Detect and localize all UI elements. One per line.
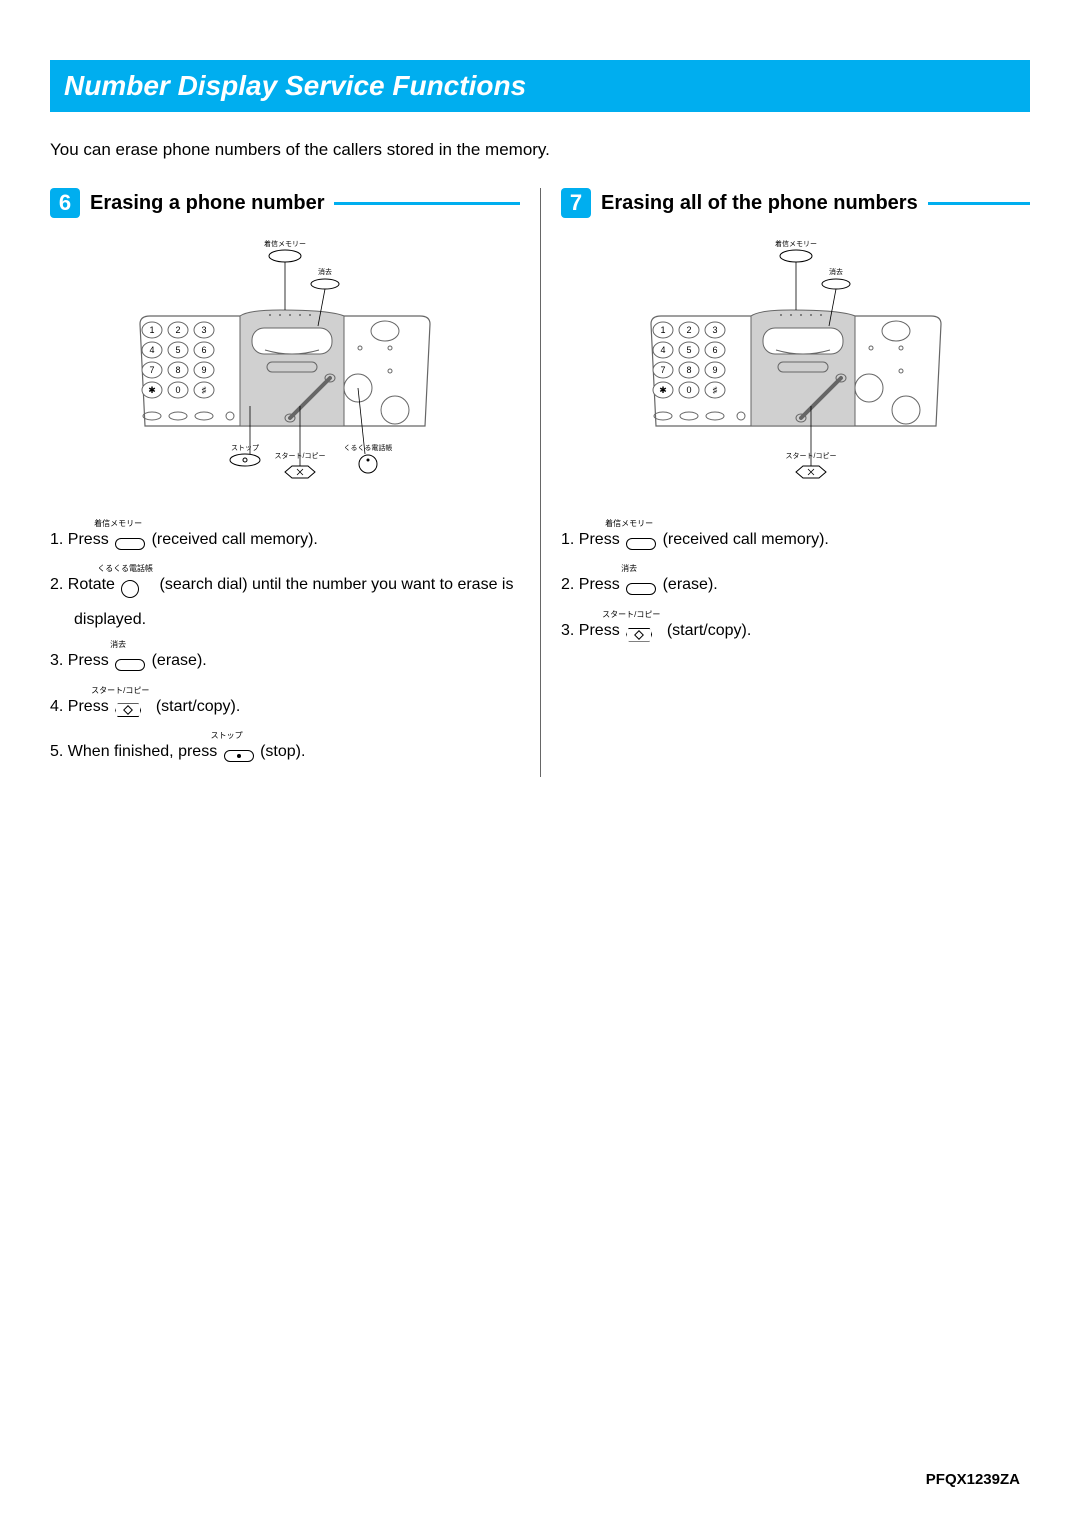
svg-text:4: 4: [149, 345, 154, 355]
svg-text:9: 9: [201, 365, 206, 375]
device-diagram: 1 2 3 4 5 6 7 8 9 ✱ 0 ♯ 着信メモリー消去スタート/コピー ストップ くるくる電話帳: [130, 236, 440, 496]
diagram-container: 1 2 3 4 5 6 7 8 9 ✱ 0 ♯ 着信メモリー消去スタート/コピー: [561, 236, 1030, 496]
svg-text:4: 4: [660, 345, 665, 355]
inline-button-icon: スタート/コピー: [115, 687, 149, 726]
svg-text:5: 5: [686, 345, 691, 355]
svg-text:ストップ: ストップ: [231, 444, 259, 452]
svg-text:♯: ♯: [712, 385, 717, 395]
inline-button-icon: ストップ: [224, 732, 254, 771]
svg-text:2: 2: [175, 325, 180, 335]
step-item: 1. Press 着信メモリー (received call memory).: [561, 520, 1030, 559]
svg-text:♯: ♯: [202, 385, 207, 395]
svg-text:3: 3: [201, 325, 206, 335]
svg-text:1: 1: [660, 325, 665, 335]
intro-text: You can erase phone numbers of the calle…: [50, 140, 1030, 160]
svg-text:2: 2: [686, 325, 691, 335]
device-diagram: 1 2 3 4 5 6 7 8 9 ✱ 0 ♯ 着信メモリー消去スタート/コピー: [641, 236, 951, 496]
step-item: 4. Press スタート/コピー (start/copy).: [50, 687, 520, 726]
svg-text:スタート/コピー: スタート/コピー: [275, 451, 326, 460]
svg-text:着信メモリー: 着信メモリー: [775, 239, 817, 248]
svg-text:消去: 消去: [829, 267, 843, 276]
section-rule: [928, 202, 1030, 205]
content-columns: 6 Erasing a phone number 1 2 3 4 5 6 7 8 9 ✱ 0 ♯ 着信メモリ…: [50, 188, 1030, 777]
svg-text:7: 7: [149, 365, 154, 375]
svg-text:6: 6: [712, 345, 717, 355]
svg-text:8: 8: [175, 365, 180, 375]
step-item: 2. Press 消去 (erase).: [561, 565, 1030, 604]
svg-text:着信メモリー: 着信メモリー: [264, 239, 306, 248]
step-item: 5. When finished, press ストップ (stop).: [50, 732, 520, 771]
diagram-container: 1 2 3 4 5 6 7 8 9 ✱ 0 ♯ 着信メモリー消去スタート/コピー ストップ くるくる電話帳: [50, 236, 520, 496]
page-title-banner: Number Display Service Functions: [50, 60, 1030, 112]
svg-text:0: 0: [686, 385, 691, 395]
inline-button-icon: 着信メモリー: [626, 520, 656, 559]
section-6: 6 Erasing a phone number 1 2 3 4 5 6 7 8 9 ✱ 0 ♯ 着信メモリ…: [50, 188, 540, 777]
svg-text:✱: ✱: [659, 385, 667, 395]
svg-text:消去: 消去: [318, 267, 332, 276]
section-number-badge: 7: [561, 188, 591, 218]
svg-text:✱: ✱: [148, 385, 156, 395]
section-number-badge: 6: [50, 188, 80, 218]
svg-text:スタート/コピー: スタート/コピー: [785, 451, 836, 460]
svg-text:1: 1: [149, 325, 154, 335]
step-item: 3. Press スタート/コピー (start/copy).: [561, 611, 1030, 650]
step-item: 2. Rotate くるくる電話帳 (search dial) until th…: [50, 565, 520, 635]
footer-code: PFQX1239ZA: [926, 1471, 1020, 1488]
steps-list: 1. Press 着信メモリー (received call memory). 2…: [561, 520, 1030, 650]
section-title: Erasing all of the phone numbers: [601, 192, 918, 215]
svg-text:5: 5: [175, 345, 180, 355]
svg-text:7: 7: [660, 365, 665, 375]
svg-text:くるくる電話帳: くるくる電話帳: [344, 443, 393, 452]
svg-text:6: 6: [201, 345, 206, 355]
section-7: 7 Erasing all of the phone numbers 1 2 3 4 5 6 7…: [540, 188, 1030, 777]
svg-text:8: 8: [686, 365, 691, 375]
step-item: 3. Press 消去 (erase).: [50, 641, 520, 680]
svg-text:0: 0: [175, 385, 180, 395]
section-rule: [334, 202, 520, 205]
inline-button-icon: くるくる電話帳: [121, 565, 153, 604]
steps-list: 1. Press 着信メモリー (received call memory). 2…: [50, 520, 520, 771]
section-header: 7 Erasing all of the phone numbers: [561, 188, 1030, 218]
inline-button-icon: 着信メモリー: [115, 520, 145, 559]
inline-button-icon: スタート/コピー: [626, 611, 660, 650]
section-header: 6 Erasing a phone number: [50, 188, 520, 218]
inline-button-icon: 消去: [115, 641, 145, 680]
step-item: 1. Press 着信メモリー (received call memory).: [50, 520, 520, 559]
svg-text:3: 3: [712, 325, 717, 335]
section-title: Erasing a phone number: [90, 192, 324, 215]
svg-text:9: 9: [712, 365, 717, 375]
inline-button-icon: 消去: [626, 565, 656, 604]
